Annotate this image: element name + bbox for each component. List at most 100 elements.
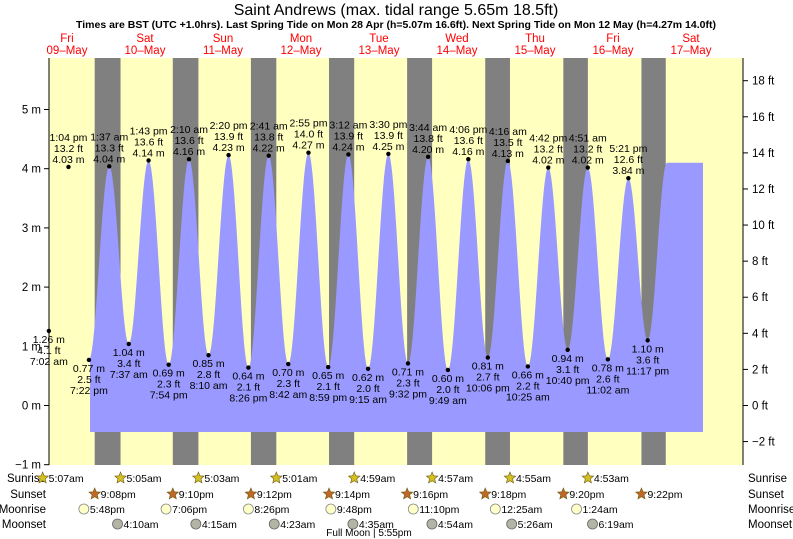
tide-height-ft: 3.4 ft — [117, 358, 140, 370]
astro-row-label-right: Moonrise — [748, 504, 793, 516]
sunrise-time: 5:03am — [204, 473, 239, 485]
tide-time: 5:21 pm — [609, 143, 647, 155]
tide-height-m: 1.26 m — [33, 334, 65, 346]
tide-height-m: 0.78 m — [592, 362, 624, 374]
tide-height-m: 4.16 m — [452, 146, 484, 158]
astro-row-label-right: Sunset — [748, 489, 785, 501]
tide-time: 2:55 pm — [290, 118, 328, 130]
tide-time: 8:42 am — [269, 389, 307, 401]
tide-height-m: 1.04 m — [113, 347, 145, 359]
tide-point — [306, 150, 311, 155]
day-labels: Fri09–MaySat10–MaySun11–MayMon12–MayTue1… — [47, 33, 712, 57]
sunrise-icon — [114, 471, 127, 484]
tide-height-ft: 2.3 ft — [277, 378, 300, 390]
moonrise-icon — [78, 503, 90, 515]
tide-height-ft: 2.0 ft — [436, 384, 459, 396]
axes: 5 m 4 m 3 m 2 m 1 m 0 m −1 m 18 ft 16 ft 14 ft 12 … — [15, 58, 776, 472]
tide-height-ft: 2.3 ft — [396, 377, 419, 389]
tide-height-ft: 3.6 ft — [636, 354, 659, 366]
tide-height-m: 4.20 m — [412, 144, 444, 156]
right-tick-label: 16 ft — [752, 112, 775, 124]
tide-height-ft: 4.1 ft — [37, 345, 60, 357]
sunset-time: 9:08pm — [101, 489, 136, 501]
tide-point — [246, 365, 251, 370]
date-label: 17–May — [671, 45, 712, 57]
sunrise-icon — [503, 471, 517, 484]
tide-height-ft: 2.5 ft — [77, 374, 100, 386]
chart-title: Saint Andrews (max. tidal range 5.65m 18… — [234, 2, 559, 19]
sunset-icon — [322, 487, 336, 500]
left-tick-label: 5 m — [22, 105, 41, 117]
tide-height-m: 0.70 m — [272, 367, 304, 379]
right-tick-label: 0 ft — [752, 401, 769, 413]
tide-point — [425, 154, 431, 160]
tide-height-m: 1.10 m — [632, 343, 664, 355]
sunset-time: 9:10pm — [179, 489, 214, 501]
tide-time: 10:06 pm — [466, 383, 510, 395]
moonrise-time: 1:24am — [583, 504, 618, 516]
date-label: 10–May — [125, 45, 166, 57]
tide-time: 3:12 am — [329, 119, 367, 131]
moonset-icon — [506, 518, 518, 530]
tide-height-m: 0.71 m — [392, 366, 424, 378]
moonset-icon — [268, 518, 280, 530]
tide-height-ft: 13.2 ft — [573, 144, 602, 156]
tide-height-ft: 2.0 ft — [356, 383, 379, 395]
moonrise-icon — [160, 503, 172, 515]
day-of-week-label: Sat — [136, 33, 154, 45]
tide-height-ft: 13.2 ft — [534, 144, 563, 156]
tide-height-ft: 13.8 ft — [414, 133, 443, 145]
date-label: 14–May — [437, 45, 478, 57]
tide-height-m: 0.64 m — [232, 371, 264, 383]
tide-height-ft: 13.2 ft — [54, 143, 83, 155]
sunset-icon — [556, 487, 570, 500]
tide-point — [445, 367, 451, 373]
tide-point — [626, 175, 631, 181]
right-tick-label: 14 ft — [752, 148, 775, 160]
tide-height-m: 3.84 m — [612, 165, 644, 177]
moonset-icon — [190, 518, 202, 530]
tide-point — [565, 347, 570, 353]
right-tick-label: 6 ft — [752, 292, 769, 304]
tide-time: 4:42 pm — [529, 133, 567, 145]
tide-point — [86, 357, 92, 363]
tide-height-m: 4.23 m — [213, 142, 245, 154]
day-of-week-label: Sun — [213, 33, 233, 45]
tide-height-ft: 2.3 ft — [157, 379, 180, 391]
tide-height-m: 4.13 m — [492, 148, 524, 160]
tide-height-m: 4.25 m — [372, 141, 404, 153]
sunset-icon — [166, 487, 180, 500]
sunset-icon — [244, 487, 258, 500]
tide-point — [146, 158, 151, 163]
tide-point — [365, 366, 371, 371]
tide-height-m: 0.65 m — [312, 370, 344, 382]
tide-height-m: 4.03 m — [52, 154, 84, 166]
moonset-icon — [112, 518, 123, 530]
astro-row-label-right: Sunrise — [748, 473, 787, 485]
tide-point — [66, 164, 71, 170]
tide-point — [166, 362, 171, 367]
tide-point — [466, 157, 471, 162]
tide-height-m: 4.02 m — [572, 155, 604, 167]
tide-height-ft: 2.1 ft — [237, 382, 260, 394]
tide-point — [525, 364, 531, 369]
chart-subtitle: Times are BST (UTC +1.0hrs). Last Spring… — [76, 19, 716, 31]
sunset-time: 9:14pm — [335, 489, 370, 501]
tide-height-m: 0.60 m — [432, 373, 464, 385]
tide-height-m: 0.85 m — [192, 358, 224, 370]
moonrise-time: 7:06pm — [172, 504, 207, 516]
moonset-time: 4:23am — [280, 519, 315, 531]
tide-time: 1:37 am — [90, 131, 128, 143]
moonrise-icon — [243, 503, 254, 515]
tide-time: 1:04 pm — [49, 132, 87, 144]
tide-time: 11:02 am — [586, 384, 629, 396]
tide-time: 2:20 pm — [210, 120, 248, 132]
moonset-time: 4:54am — [438, 519, 473, 531]
tide-point — [505, 158, 511, 164]
tide-height-m: 0.77 m — [73, 363, 105, 375]
right-tick-label: 8 ft — [752, 256, 769, 268]
sunrise-time: 4:57am — [438, 473, 473, 485]
tide-time: 7:37 am — [110, 369, 148, 381]
tide-height-ft: 12.6 ft — [614, 154, 643, 166]
right-tick-label: 4 ft — [752, 328, 769, 340]
